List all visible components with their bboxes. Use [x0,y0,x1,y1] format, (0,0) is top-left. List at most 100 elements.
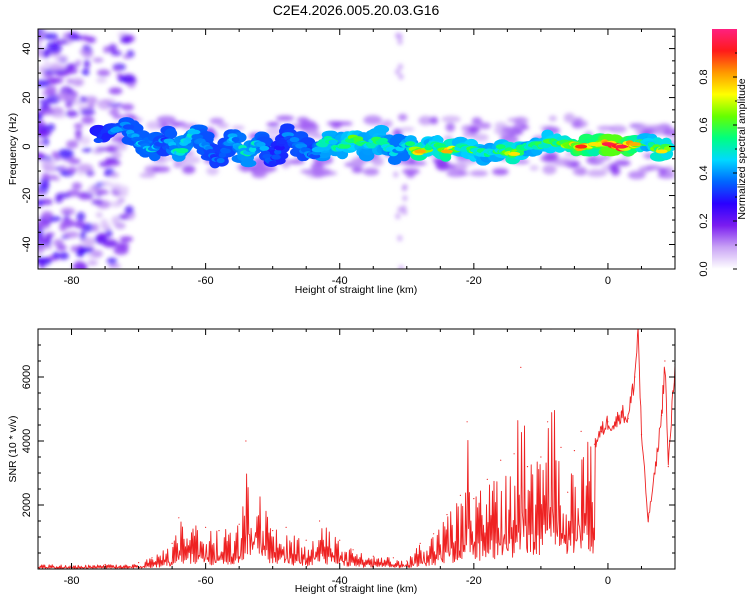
ridge-core [405,141,416,147]
noise-blob [39,65,46,75]
noise-blob [120,38,132,44]
halo-blob [402,184,408,190]
noise-blob [51,77,64,84]
halo-blob [398,73,404,80]
noise-blob [64,67,78,75]
halo-blob [395,68,401,75]
ridge-core [231,136,240,143]
snr-data-point [104,563,106,566]
halo-blob [397,63,403,70]
noise-blob [38,238,50,244]
snr-data-point [634,376,636,378]
halo-blob [429,116,439,125]
noise-blob [38,99,52,105]
snr-data-point [419,542,421,545]
snr-data-point [459,494,461,496]
snr-ytick-label: 2000 [21,493,33,517]
spectrogram-frame [37,28,676,270]
halo-blob [169,121,182,128]
halo-blob [299,119,316,128]
noise-blob [75,131,82,141]
halo-blob [501,126,519,133]
noise-blob [108,103,124,107]
halo-blob [115,141,128,151]
noise-blob [65,110,79,118]
colorbar-tick-label: 0.0 [698,261,710,276]
colorbar: 0.0 0.2 0.4 0.6 0.8 Normalized spectral ampl… [698,29,748,277]
halo-blob [350,158,360,165]
noise-blob [38,243,48,251]
spectrogram-ytick-label: 40 [21,42,33,54]
noise-blob [59,222,67,232]
halo-blob [398,265,404,269]
noise-blob [127,83,136,89]
ridge-core [273,145,285,151]
noise-blob [105,229,113,238]
snr-plot-area [38,329,675,569]
colorbar-ticks: 0.0 0.2 0.4 0.6 0.8 [698,52,737,277]
snr-data-point [520,366,522,368]
noise-blob [38,153,44,161]
ridge-blob [373,124,390,134]
halo-blob [182,164,196,174]
snr-data-point [305,539,307,541]
spectrogram-ytick-label: 20 [21,91,33,103]
noise-blob [66,140,79,149]
halo-blob [614,159,631,167]
snr-data-point [272,530,274,532]
ridge-core [277,139,288,145]
halo-blob [563,113,576,123]
noise-blob [44,232,56,237]
halo-blob [397,38,403,45]
halo-blob [331,121,342,129]
noise-blob [108,43,118,53]
ridge-blob [199,131,215,141]
snr-data-point [466,421,468,423]
halo-blob [645,164,661,171]
snr-data-point [640,434,643,436]
noise-blob [60,207,76,216]
noise-blob [112,66,121,72]
snr-data-point [151,557,153,559]
halo-blob [275,115,295,122]
ridge-core [313,146,326,152]
halo-blob [156,115,176,124]
halo-blob [106,159,121,167]
noise-blob [40,178,51,183]
snr-data-point [433,533,435,535]
ridge-peak [508,151,521,156]
noise-blob [42,49,50,59]
ridge-core [259,145,270,151]
noise-blob [74,80,83,85]
halo-blob [450,163,468,172]
snr-data-point [285,526,287,529]
halo-blob [418,115,433,126]
noise-blob [70,245,79,253]
ridge-core [289,137,300,143]
spectrogram-axes: -80 -60 -40 -20 0 -40 -20 0 20 40 [21,29,676,287]
noise-blob [38,224,43,230]
snr-data-point [473,498,475,500]
snr-data-point [627,418,629,420]
colorbar-tick-label: 0.8 [698,69,710,84]
noise-blob [122,54,132,60]
noise-blob [76,248,85,258]
noise-blob [63,94,77,103]
ridge-core [93,137,104,143]
ridge-blob [240,159,257,168]
noise-blob [91,249,103,258]
ridge-peak [414,149,427,154]
spectrogram-ytick-label: 0 [21,143,33,149]
spectrogram-xtick-label: -80 [64,275,80,287]
halo-blob [318,170,338,176]
noise-blob [87,260,98,266]
colorbar-label: Normalized spectral amplitude [736,78,748,219]
noise-blob [78,263,88,269]
ridge-core [271,154,281,160]
halo-blob [588,171,608,176]
noise-blob [52,251,60,259]
noise-blob [47,123,56,132]
noise-blob [53,156,61,161]
noise-blob [92,57,104,63]
noise-blob [38,114,43,122]
